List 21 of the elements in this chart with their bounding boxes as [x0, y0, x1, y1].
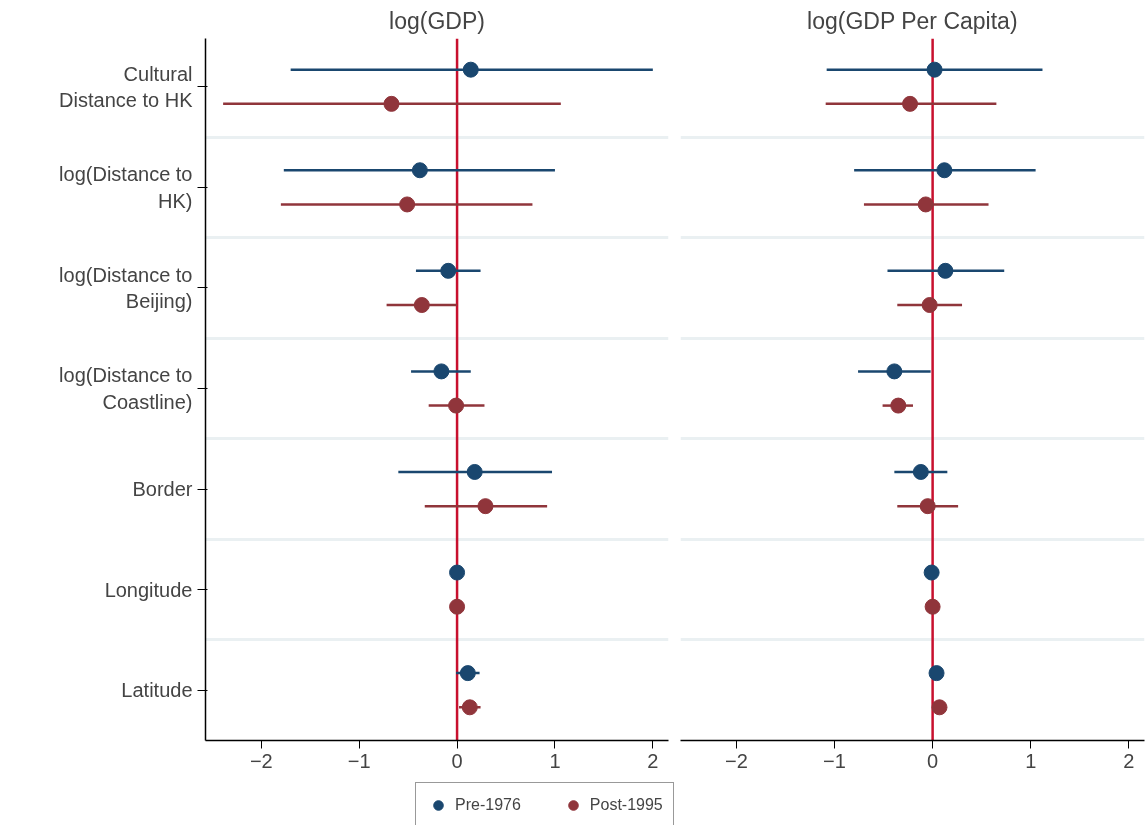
x-tick-label: −1 — [347, 749, 371, 772]
y-tick-label: Cultural Distance to HK — [59, 62, 194, 111]
y-tick-label: Border — [132, 478, 193, 501]
x-tick-label: 0 — [927, 749, 939, 772]
legend-label: Pre-1976 — [455, 796, 521, 814]
x-tick-label: 1 — [549, 749, 561, 772]
x-tick-label: 2 — [1123, 749, 1135, 772]
x-tick-label: −1 — [823, 749, 846, 772]
y-tick-label: log(Distance to Beijing) — [59, 263, 193, 313]
x-tick-label: −2 — [249, 749, 273, 772]
chart-title: log(GDP) — [389, 7, 485, 34]
x-tick-label: 0 — [451, 749, 463, 772]
y-tick-label: log(Distance to Coastline) — [59, 364, 193, 413]
y-tick-label: Longitude — [104, 578, 193, 601]
legend-label: Post-1995 — [589, 796, 663, 814]
chart-title: log(GDP Per Capita) — [807, 7, 1018, 34]
y-tick-label: Latitude — [121, 679, 193, 702]
x-tick-label: 2 — [647, 749, 659, 772]
x-tick-label: −2 — [725, 749, 748, 772]
x-tick-label: 1 — [1025, 749, 1037, 772]
y-tick-label: log(Distance to HK) — [59, 163, 193, 212]
